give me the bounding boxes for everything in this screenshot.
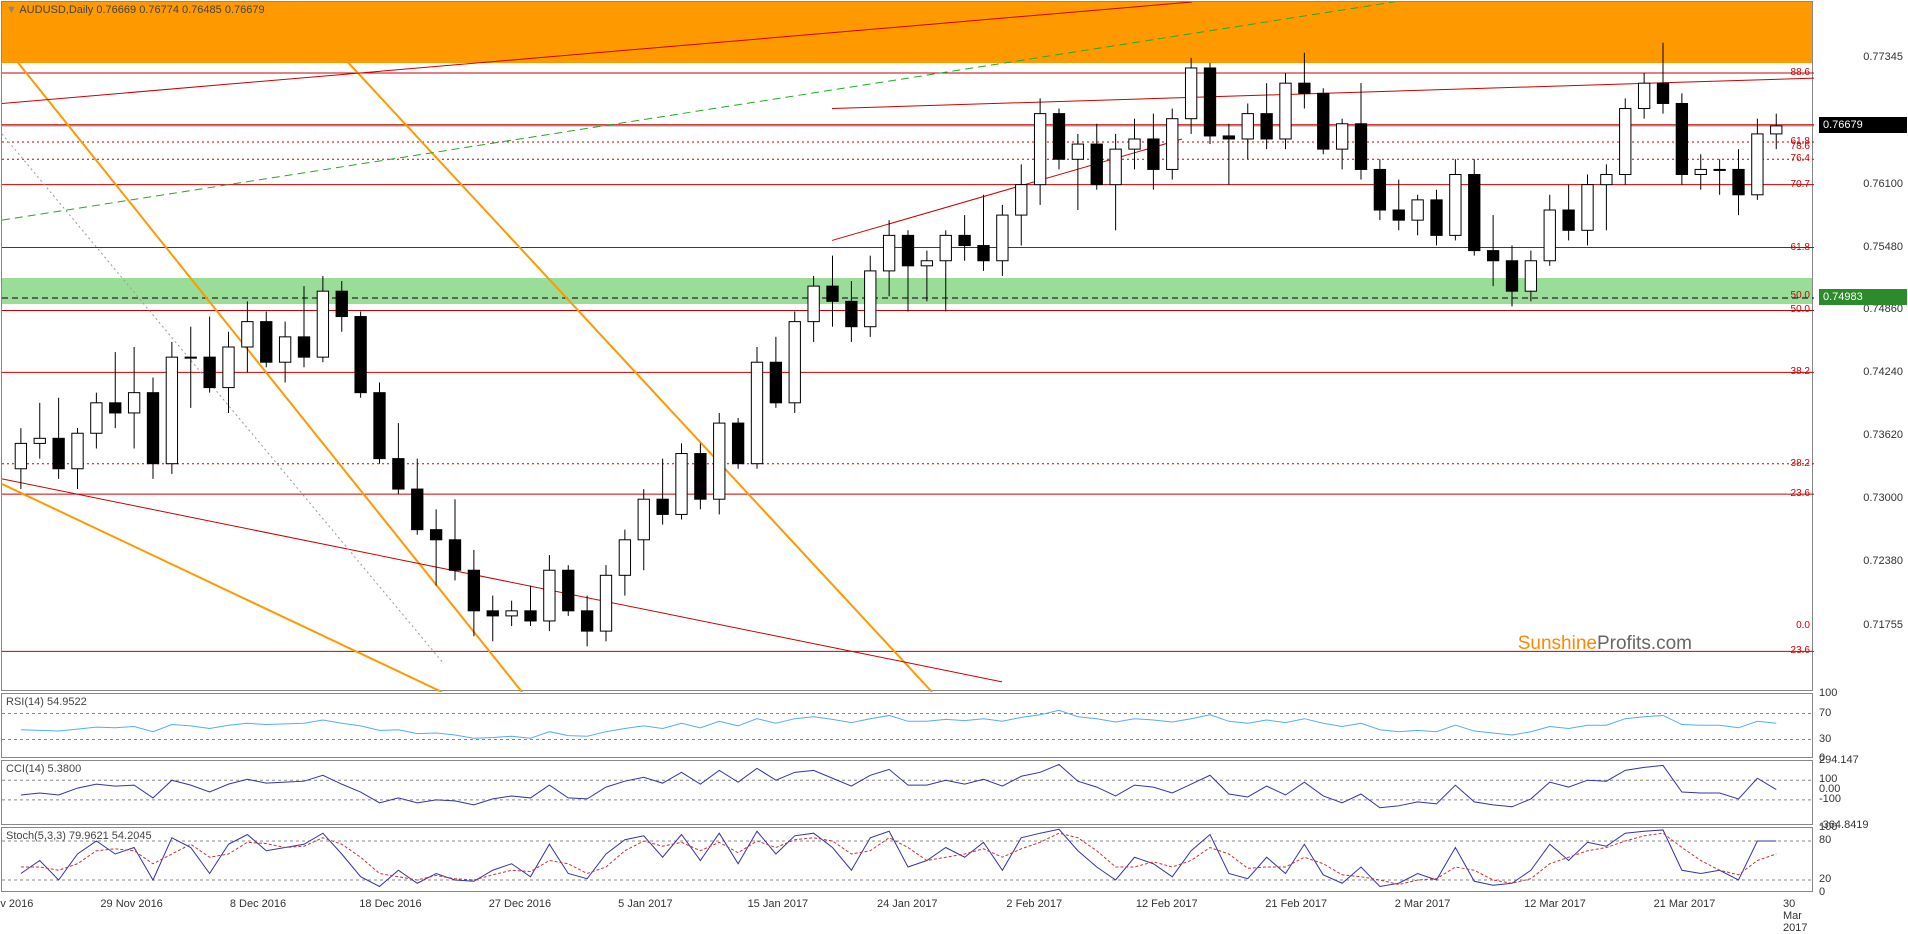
- date-tick: 20 Nov 2016: [0, 898, 33, 910]
- stoch-label: Stoch(5,3,3) 79.9621 54.2045: [6, 830, 152, 842]
- cci-label: CCI(14) 5.3800: [6, 763, 81, 775]
- date-tick: 5 Jan 2017: [618, 898, 672, 910]
- fib-label: 23.6: [1791, 645, 1810, 656]
- indicator-tick: 294.147: [1819, 754, 1904, 766]
- fib-label: 76.4: [1791, 153, 1810, 164]
- date-tick: 21 Mar 2017: [1654, 898, 1716, 910]
- price-tick: 0.77345: [1863, 51, 1903, 63]
- fib-label: 88.6: [1791, 67, 1810, 78]
- fib-label: 70.7: [1791, 179, 1810, 190]
- rsi-panel[interactable]: RSI(14) 54.9522: [1, 693, 1813, 758]
- fib-label: 78.6: [1791, 141, 1810, 152]
- date-tick: 24 Jan 2017: [877, 898, 938, 910]
- fib-label: 38.2: [1791, 458, 1810, 469]
- indicator-tick: 70: [1819, 707, 1904, 719]
- fib-label: 50.0: [1791, 304, 1810, 315]
- ohlc-text: 0.76669 0.76774 0.76485 0.76679: [96, 4, 264, 16]
- indicator-tick: -100: [1819, 793, 1904, 805]
- indicator-tick: 0: [1819, 886, 1904, 898]
- fib-label: 61.8: [1791, 242, 1810, 253]
- price-tick: 0.73000: [1863, 492, 1903, 504]
- fib-label: 50.0: [1791, 290, 1810, 301]
- watermark: SunshineProfits.com: [1518, 633, 1692, 655]
- price-tick: 0.75480: [1863, 241, 1903, 253]
- price-tick: 0.76100: [1863, 178, 1903, 190]
- price-axis: 0.77345 0.76100 0.75480 0.74860 0.74240 0.736…: [1815, 1, 1907, 691]
- date-axis: 20 Nov 2016 29 Nov 2016 8 Dec 2016 18 Dec 2…: [1, 894, 1813, 919]
- level-price-tag: 0.74983: [1819, 289, 1907, 305]
- price-tick: 0.74240: [1863, 366, 1903, 378]
- rsi-label: RSI(14) 54.9522: [6, 696, 87, 708]
- cci-panel[interactable]: CCI(14) 5.3800: [1, 760, 1813, 825]
- date-tick: 29 Nov 2016: [100, 898, 162, 910]
- date-tick: 27 Dec 2016: [489, 898, 551, 910]
- price-tick: 0.74860: [1863, 303, 1903, 315]
- date-tick: 12 Feb 2017: [1136, 898, 1198, 910]
- fib-label: 23.6: [1791, 488, 1810, 499]
- date-tick: 15 Jan 2017: [748, 898, 809, 910]
- indicator-tick: 20: [1819, 873, 1904, 885]
- date-tick: 12 Mar 2017: [1524, 898, 1586, 910]
- price-tick: 0.72380: [1863, 555, 1903, 567]
- date-tick: 2 Feb 2017: [1006, 898, 1062, 910]
- current-price-tag: 0.76679: [1819, 117, 1907, 133]
- date-tick: 8 Dec 2016: [230, 898, 286, 910]
- date-tick: 21 Feb 2017: [1265, 898, 1327, 910]
- indicator-tick: 30: [1819, 733, 1904, 745]
- stoch-panel[interactable]: Stoch(5,3,3) 79.9621 54.2045: [1, 827, 1813, 892]
- indicator-tick: 80: [1819, 834, 1904, 846]
- indicator-tick: 100: [1819, 821, 1904, 833]
- price-tick: 0.73620: [1863, 429, 1903, 441]
- date-tick: 18 Dec 2016: [359, 898, 421, 910]
- date-tick: 2 Mar 2017: [1395, 898, 1451, 910]
- date-tick: 30 Mar 2017: [1783, 898, 1813, 934]
- symbol-text: AUDUSD,Daily: [19, 4, 93, 16]
- main-price-panel[interactable]: ▼ AUDUSD,Daily 0.76669 0.76774 0.76485 0…: [1, 1, 1813, 691]
- indicator-tick: 100: [1819, 687, 1904, 699]
- fib-label: 0.0: [1796, 620, 1810, 631]
- chart-container: 0.77345 0.76100 0.75480 0.74860 0.74240 0.736…: [0, 0, 1908, 920]
- symbol-header: ▼ AUDUSD,Daily 0.76669 0.76774 0.76485 0…: [6, 4, 265, 16]
- fib-label: 38.2: [1791, 366, 1810, 377]
- price-tick: 0.71755: [1863, 619, 1903, 631]
